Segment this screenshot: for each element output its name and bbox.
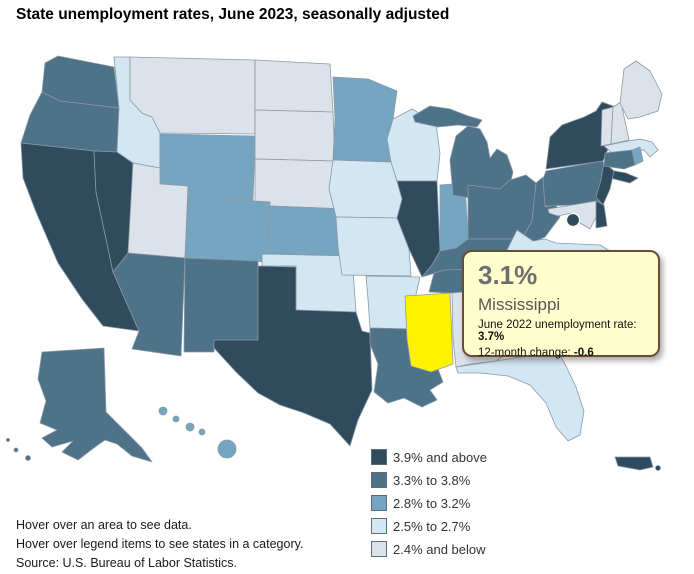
- map-legend: 3.9% and above 3.3% to 3.8% 2.8% to 3.2%…: [371, 449, 487, 564]
- state-alaska-aleutian-island[interactable]: [25, 455, 31, 461]
- state-west-virginia[interactable]: [521, 176, 561, 243]
- note-source: Source: U.S. Bureau of Labor Statistics.: [16, 556, 237, 570]
- state-new-mexico[interactable]: [183, 257, 259, 353]
- legend-label: 2.8% to 3.2%: [393, 495, 471, 511]
- state-hawaii-molokai[interactable]: [198, 428, 206, 436]
- legend-label: 2.4% and below: [393, 541, 486, 557]
- legend-label: 2.5% to 2.7%: [393, 518, 471, 534]
- legend-item-2-5-to-2-7[interactable]: 2.5% to 2.7%: [371, 518, 487, 534]
- state-iowa[interactable]: [328, 159, 403, 219]
- territory-puerto-rico-vieques[interactable]: [655, 465, 661, 471]
- legend-label: 3.3% to 3.8%: [393, 472, 471, 488]
- legend-item-3-9-and-above[interactable]: 3.9% and above: [371, 449, 487, 465]
- tooltip-prev-rate-value: 3.7%: [478, 330, 505, 343]
- legend-swatch-pale-gray: [371, 541, 387, 557]
- state-rhode-island[interactable]: [631, 146, 644, 166]
- state-north-dakota[interactable]: [254, 59, 334, 113]
- legend-swatch-pale-blue: [371, 518, 387, 534]
- page-title: State unemployment rates, June 2023, sea…: [16, 6, 450, 23]
- state-alaska[interactable]: [37, 347, 153, 463]
- state-delaware[interactable]: [595, 200, 608, 229]
- state-hawaii-oahu[interactable]: [172, 415, 180, 423]
- state-connecticut[interactable]: [603, 149, 636, 170]
- state-new-york[interactable]: [545, 101, 614, 170]
- state-texas[interactable]: [213, 265, 373, 447]
- state-michigan-upper[interactable]: [412, 105, 483, 128]
- legend-swatch-light-blue: [371, 495, 387, 511]
- legend-swatch-medium: [371, 472, 387, 488]
- tooltip-rate: 3.1%: [478, 260, 538, 290]
- legend-swatch-dark: [371, 449, 387, 465]
- state-hawaii-maui[interactable]: [185, 422, 195, 432]
- tooltip-state-name: Mississippi: [478, 294, 561, 314]
- state-minnesota[interactable]: [332, 76, 398, 163]
- legend-item-2-4-and-below[interactable]: 2.4% and below: [371, 541, 487, 557]
- state-mississippi-highlighted[interactable]: [404, 292, 454, 373]
- legend-item-3-3-to-3-8[interactable]: 3.3% to 3.8%: [371, 472, 487, 488]
- state-colorado[interactable]: [184, 197, 271, 263]
- map-tooltip: 3.1% Mississippi June 2022 unemployment …: [462, 250, 660, 359]
- legend-item-2-8-to-3-2[interactable]: 2.8% to 3.2%: [371, 495, 487, 511]
- state-alaska-aleutian-island[interactable]: [6, 437, 11, 442]
- state-maine[interactable]: [619, 60, 663, 120]
- state-new-hampshire[interactable]: [610, 101, 630, 145]
- territory-puerto-rico[interactable]: [614, 456, 654, 471]
- state-south-dakota[interactable]: [254, 109, 336, 162]
- state-alaska-aleutian-island[interactable]: [13, 447, 19, 453]
- tooltip-change-row: 12-month change: -0.6: [478, 346, 594, 359]
- state-district-of-columbia-dot[interactable]: [565, 212, 581, 228]
- legend-label: 3.9% and above: [393, 449, 487, 465]
- note-hover-area: Hover over an area to see data.: [16, 518, 192, 532]
- note-hover-legend: Hover over legend items to see states in…: [16, 537, 304, 551]
- states-group: [6, 55, 663, 471]
- state-florida[interactable]: [455, 353, 585, 442]
- state-hawaii-kauai[interactable]: [158, 406, 168, 416]
- footer-notes: Hover over an area to see data. Hover ov…: [16, 518, 303, 574]
- tooltip-prev-rate-row: June 2022 unemployment rate: 3.7%: [478, 318, 637, 343]
- state-hawaii-big-island[interactable]: [217, 439, 237, 459]
- tooltip-change-value: -0.6: [573, 346, 594, 359]
